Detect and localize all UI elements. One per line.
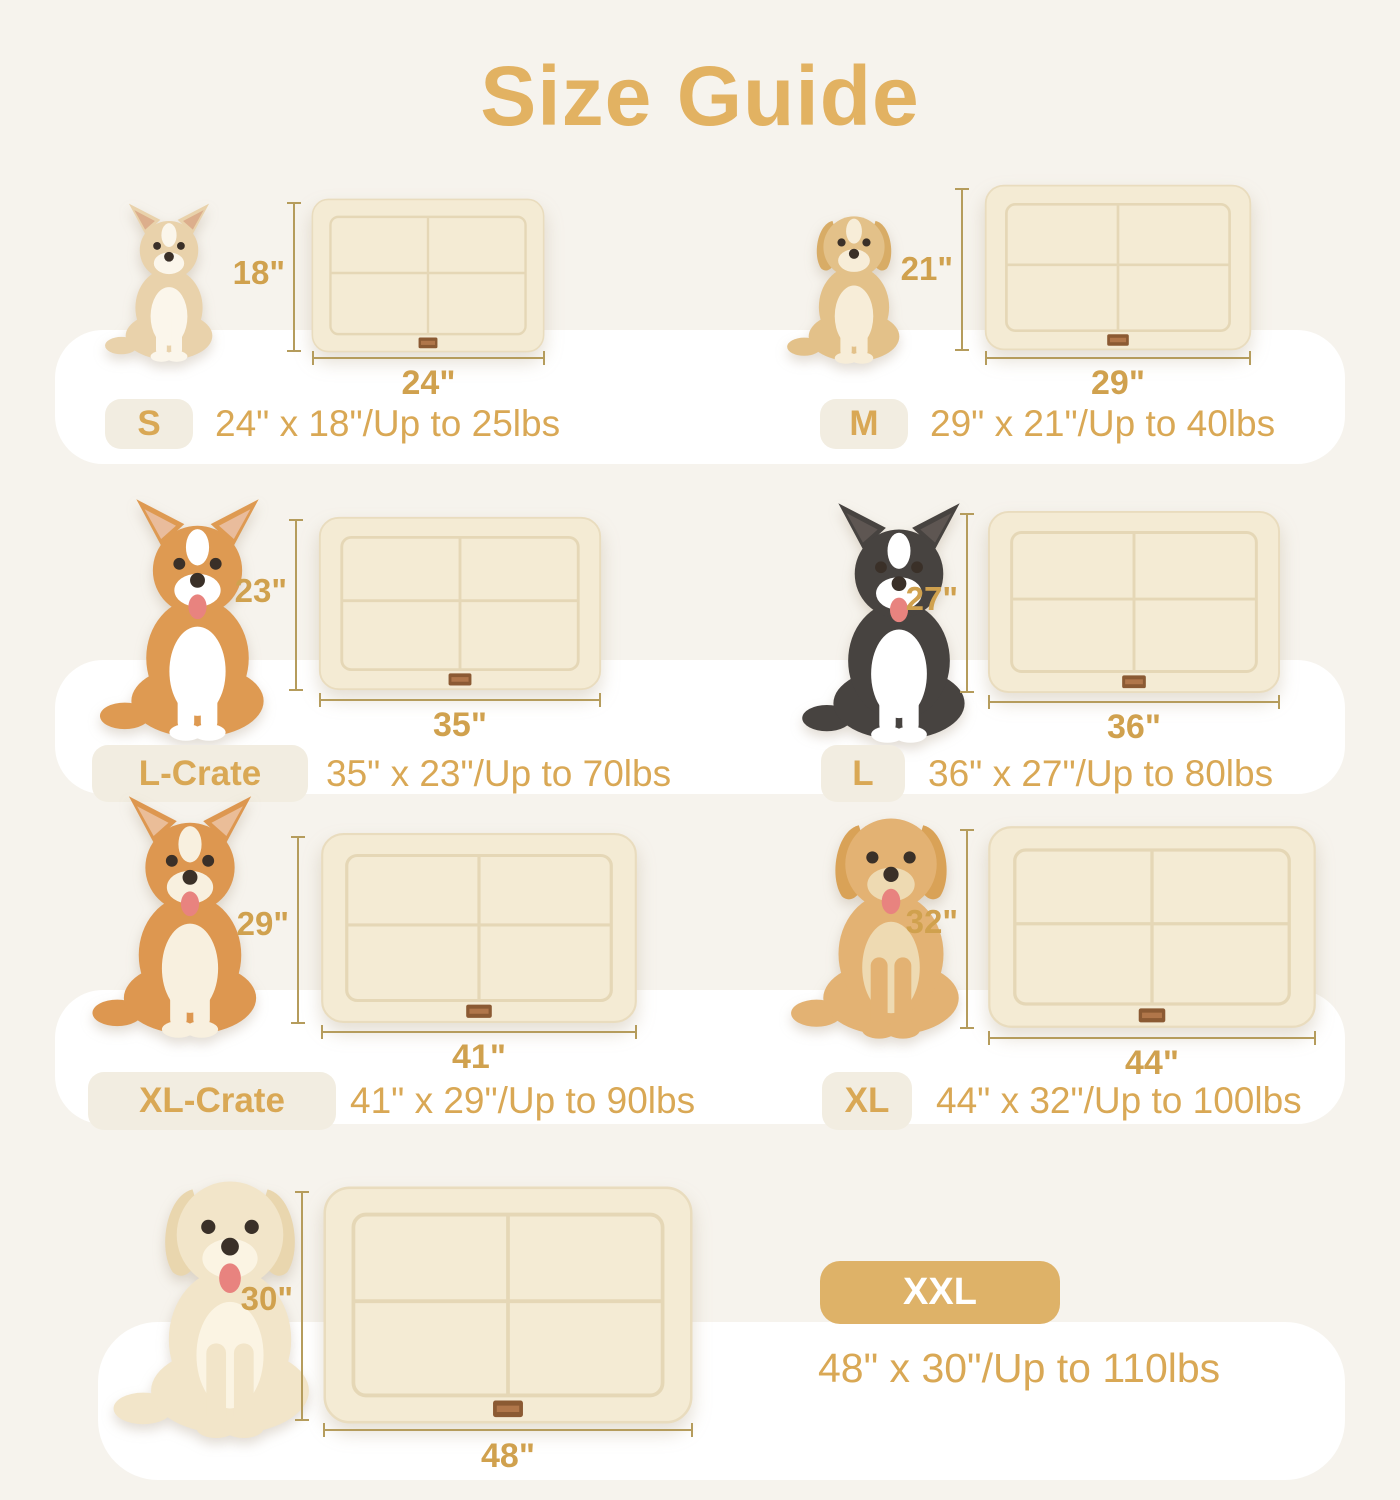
width-dimension-line	[988, 695, 1280, 709]
height-dimension-line	[295, 1191, 309, 1421]
size-pill-l-crate: L-Crate	[92, 745, 308, 802]
size-spec-text: 24" x 18"/Up to 25lbs	[215, 403, 561, 444]
width-dimension-label: 41"	[452, 1038, 506, 1076]
width-dimension-label: 29"	[1091, 364, 1145, 402]
size-pill-xxl: XXL	[820, 1261, 1060, 1324]
height-dimension-line	[287, 202, 301, 352]
mat-illustration	[323, 1186, 693, 1424]
dog-cream-retriever-image	[113, 1181, 309, 1439]
size-pill-xl-crate: XL-Crate	[88, 1072, 336, 1130]
width-dimension-label: 44"	[1125, 1044, 1179, 1082]
width-dimension-line	[988, 1031, 1316, 1045]
mat-illustration	[311, 198, 545, 353]
size-spec-text: 48" x 30"/Up to 110lbs	[818, 1345, 1221, 1391]
size-pill-m: M	[820, 399, 908, 449]
row-band-1	[55, 330, 1345, 464]
size-spec-text: 41" x 29"/Up to 90lbs	[350, 1080, 696, 1121]
height-dimension-line	[960, 513, 974, 693]
height-dimension-line	[289, 519, 303, 691]
size-spec-text: 36" x 27"/Up to 80lbs	[928, 753, 1274, 794]
size-spec-text: 35" x 23"/Up to 70lbs	[326, 753, 672, 794]
width-dimension-line	[323, 1423, 693, 1437]
size-spec-text: 44" x 32"/Up to 100lbs	[936, 1080, 1302, 1121]
mat-illustration	[988, 826, 1316, 1028]
mat-illustration	[318, 516, 602, 691]
height-dimension-label: 30"	[240, 1280, 293, 1317]
dog-border-collie-image	[802, 503, 965, 743]
dog-puppy-image	[787, 216, 900, 364]
size-spec-text: 29" x 21"/Up to 40lbs	[930, 403, 1276, 444]
height-dimension-label: 27"	[905, 580, 958, 617]
mat-illustration	[984, 184, 1252, 351]
width-dimension-label: 36"	[1107, 708, 1161, 746]
width-dimension-label: 35"	[433, 706, 487, 744]
mat-illustration	[321, 833, 637, 1023]
size-pill-xl: XL	[822, 1072, 912, 1130]
dog-shiba-inu-image	[92, 796, 257, 1038]
width-dimension-line	[985, 351, 1251, 365]
width-dimension-line	[321, 1025, 637, 1039]
height-dimension-label: 18"	[232, 254, 285, 291]
mat-illustration	[987, 510, 1281, 694]
height-dimension-label: 21"	[900, 250, 953, 287]
dog-golden-retriever-image	[791, 818, 959, 1039]
width-dimension-line	[319, 693, 601, 707]
width-dimension-line	[312, 351, 545, 365]
dog-chihuahua-image	[105, 203, 213, 362]
size-pill-s: S	[105, 399, 193, 449]
height-dimension-line	[960, 829, 974, 1029]
dog-corgi-image	[99, 499, 264, 741]
width-dimension-label: 48"	[481, 1437, 535, 1475]
page-title: Size Guide	[480, 49, 920, 143]
height-dimension-label: 32"	[905, 903, 958, 940]
height-dimension-line	[955, 188, 969, 351]
height-dimension-line	[291, 836, 305, 1024]
width-dimension-label: 24"	[401, 364, 456, 402]
height-dimension-label: 29"	[236, 905, 289, 942]
size-pill-l: L	[821, 745, 905, 802]
height-dimension-label: 23"	[234, 572, 287, 609]
